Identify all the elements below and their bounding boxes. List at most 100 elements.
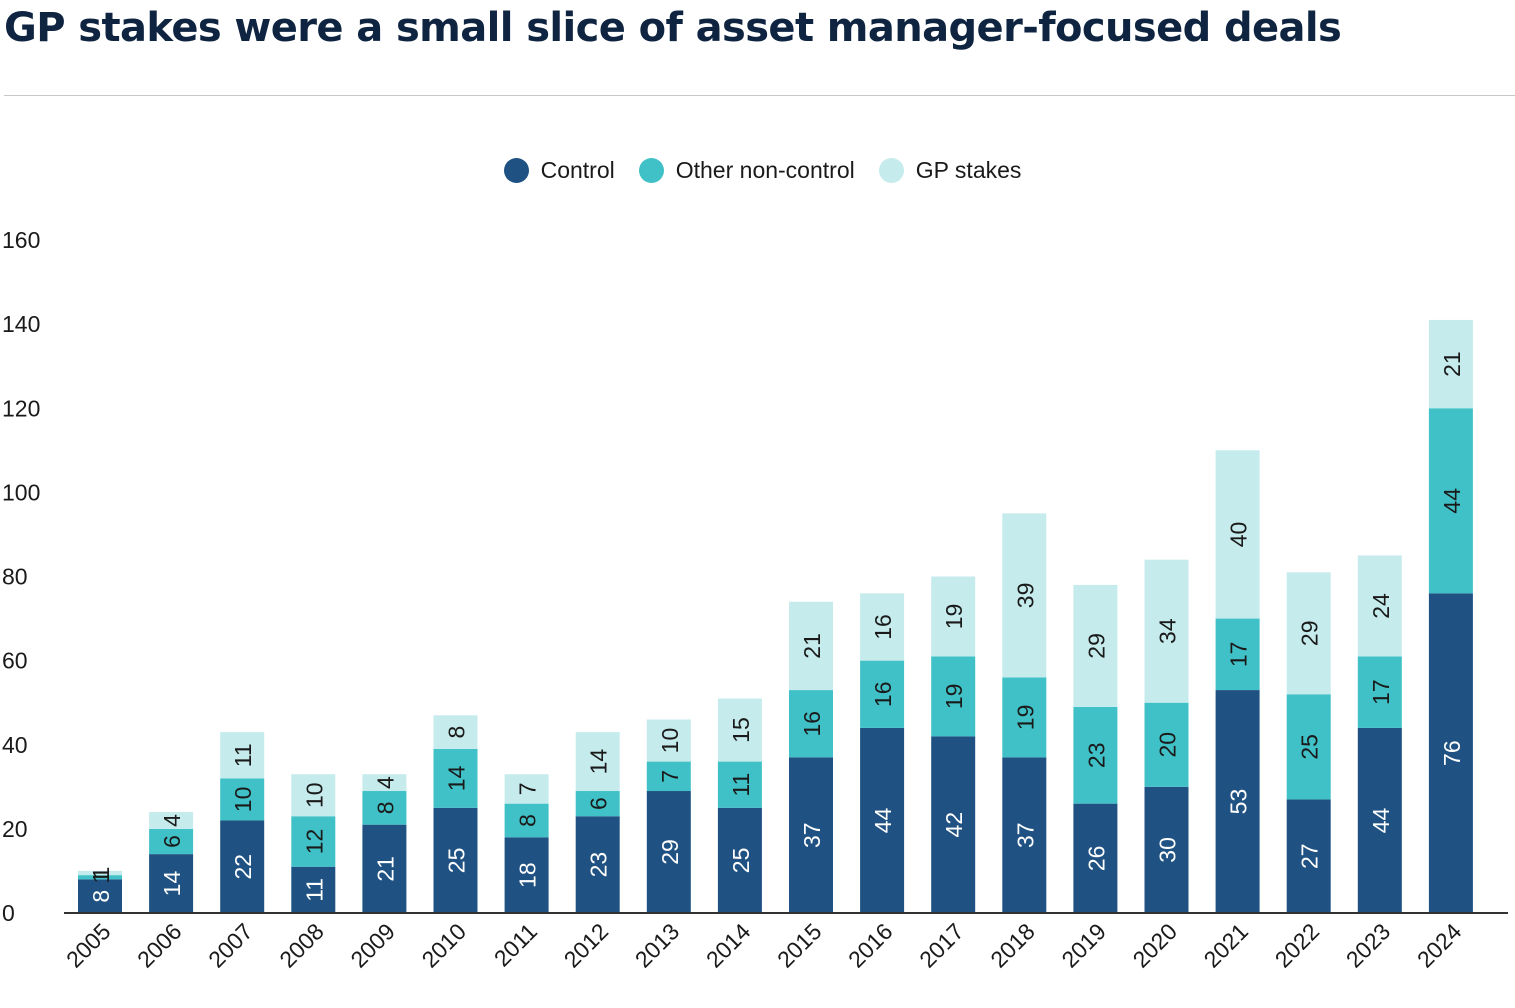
bar-value-label: 10 <box>301 782 327 808</box>
bar-value-label: 23 <box>586 852 612 878</box>
bar-value-label: 6 <box>159 835 185 848</box>
bar-control <box>575 816 620 913</box>
bar-other-non-control <box>717 761 762 808</box>
x-tick-label: 2005 <box>61 918 116 973</box>
bar-value-label: 15 <box>728 717 754 743</box>
bar-other-non-control <box>1073 706 1118 804</box>
bar-other-non-control <box>931 656 976 737</box>
bar-other-non-control <box>1286 694 1331 800</box>
bar-value-label: 8 <box>515 814 541 827</box>
bar-value-label: 8 <box>88 890 114 903</box>
bar-gp-stakes <box>1002 513 1047 678</box>
bar-value-label: 26 <box>1083 846 1109 872</box>
bar-other-non-control <box>1002 677 1047 758</box>
bar-other-non-control <box>789 690 833 758</box>
chart-title: GP stakes were a small slice of asset ma… <box>4 5 1342 51</box>
bar-gp-stakes <box>433 715 478 749</box>
bar-other-non-control <box>575 791 620 817</box>
bar-control <box>1215 690 1260 913</box>
bar-value-label: 11 <box>301 878 327 902</box>
bar-gp-stakes <box>504 774 549 804</box>
bar-other-non-control <box>220 778 265 821</box>
bar-value-label: 29 <box>1083 633 1109 659</box>
bar-value-label: 1 <box>88 867 114 880</box>
bar-control <box>1073 803 1118 913</box>
y-tick-label: 60 <box>2 648 28 674</box>
bar-control <box>860 727 905 913</box>
bar-gp-stakes <box>78 870 122 876</box>
bar-value-label: 76 <box>1439 740 1465 766</box>
bar-value-label: 4 <box>159 814 185 827</box>
bar-gp-stakes <box>1286 572 1331 695</box>
title-divider <box>4 95 1515 96</box>
x-tick-label: 2023 <box>1341 918 1396 973</box>
bar-gp-stakes <box>575 732 620 792</box>
bar-value-label: 10 <box>230 787 256 813</box>
legend-label-control: Control <box>540 156 615 183</box>
bar-control <box>433 807 478 913</box>
bar-gp-stakes <box>1073 584 1118 707</box>
bar-value-label: 16 <box>870 681 896 707</box>
x-tick-label: 2012 <box>559 918 614 973</box>
bar-other-non-control <box>362 791 407 825</box>
bar-value-label: 44 <box>1368 807 1394 833</box>
bar-gp-stakes <box>1357 555 1402 657</box>
x-tick-label: 2011 <box>489 918 542 971</box>
legend-swatch-gp-stakes <box>878 157 904 183</box>
bar-gp-stakes <box>931 576 976 657</box>
legend-swatch-control <box>503 157 529 183</box>
bar-control <box>362 824 407 913</box>
bar-value-label: 20 <box>1155 732 1181 758</box>
bar-gp-stakes <box>220 732 265 779</box>
bar-control <box>1357 727 1402 913</box>
bar-value-label: 44 <box>870 807 896 833</box>
bar-value-label: 4 <box>372 776 398 789</box>
bar-value-label: 25 <box>728 848 754 874</box>
bar-value-label: 18 <box>515 862 541 888</box>
bar-other-non-control <box>860 660 905 728</box>
bar-value-label: 42 <box>941 812 967 838</box>
bar-control <box>504 837 549 913</box>
bar-other-non-control <box>149 828 194 855</box>
x-tick-label: 2018 <box>985 918 1040 973</box>
x-tick-label: 2006 <box>132 918 187 973</box>
bar-value-label: 19 <box>941 604 967 630</box>
bar-value-label: 17 <box>1226 642 1252 668</box>
bar-value-label: 8 <box>372 801 398 814</box>
legend-item-gp-stakes: GP stakes <box>878 157 1021 184</box>
bar-value-label: 7 <box>657 770 683 783</box>
bar-value-label: 6 <box>586 797 612 810</box>
bar-control <box>1428 593 1473 913</box>
bar-gp-stakes <box>291 774 336 817</box>
bar-gp-stakes <box>149 812 194 829</box>
bar-value-label: 21 <box>372 856 398 882</box>
bar-gp-stakes <box>646 719 691 762</box>
bar-control <box>789 757 833 913</box>
bar-control <box>1286 799 1331 913</box>
bar-control <box>149 854 194 913</box>
bar-value-label: 8 <box>444 726 470 739</box>
bar-gp-stakes <box>860 593 905 661</box>
bar-gp-stakes <box>1215 450 1260 619</box>
bar-control <box>1144 786 1189 913</box>
x-tick-label: 2022 <box>1270 918 1325 973</box>
bar-other-non-control <box>1428 408 1473 594</box>
bar-value-label: 25 <box>1297 734 1323 760</box>
x-tick-label: 2016 <box>843 918 898 973</box>
bar-other-non-control <box>433 748 478 808</box>
y-tick-label: 80 <box>2 564 28 590</box>
x-tick-label: 2015 <box>772 918 827 973</box>
y-tick-label: 100 <box>2 479 40 505</box>
bar-value-label: 37 <box>1012 822 1038 848</box>
y-tick-label: 40 <box>2 732 28 758</box>
bar-value-label: 10 <box>657 728 683 754</box>
bar-control <box>646 791 691 913</box>
bar-value-label: 39 <box>1012 583 1038 609</box>
bar-value-label: 16 <box>799 711 825 737</box>
bar-value-label: 30 <box>1155 837 1181 863</box>
x-tick-label: 2017 <box>914 918 969 973</box>
bar-value-label: 14 <box>586 749 612 775</box>
legend-label-other-non-control: Other non-control <box>675 156 855 183</box>
bar-other-non-control <box>646 761 691 792</box>
bar-value-label: 21 <box>1439 351 1465 377</box>
